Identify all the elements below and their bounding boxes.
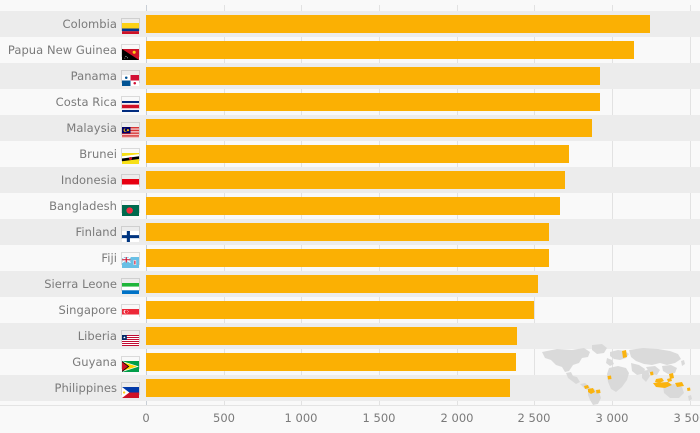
chart-row[interactable]: Singapore [0,297,700,323]
singapore-flag-icon [121,303,140,320]
svg-text:★: ★ [123,335,126,339]
bar[interactable] [146,197,560,215]
chart-row[interactable]: Liberia ★ [0,323,700,349]
fiji-flag-icon [121,251,140,268]
bar[interactable] [146,353,516,371]
category-label-group: Malaysia [0,115,142,141]
category-label: Malaysia [66,121,117,135]
chart-row[interactable]: Bangladesh [0,193,700,219]
bar[interactable] [146,15,650,33]
bar[interactable] [146,145,569,163]
bar[interactable] [146,379,510,397]
malaysia-flag-icon [121,121,140,138]
x-tick-label: 3 500 [673,411,700,425]
chart-row[interactable]: Papua New Guinea [0,37,700,63]
bar[interactable] [146,301,534,319]
x-tick-label: 2 000 [440,411,474,425]
guyana-flag-icon [121,355,140,372]
category-label-group: Philippines [0,375,142,401]
category-label: Finland [75,225,117,239]
category-label: Brunei [79,147,117,161]
x-tick-label: 2 500 [517,411,551,425]
bar[interactable] [146,119,592,137]
chart-row[interactable]: Sierra Leone [0,271,700,297]
chart-row[interactable]: Malaysia [0,115,700,141]
bar[interactable] [146,93,600,111]
category-label: Colombia [62,17,117,31]
bar[interactable] [146,67,600,85]
category-label-group: Bangladesh [0,193,142,219]
bar[interactable] [146,41,634,59]
bar[interactable] [146,275,538,293]
category-label: Papua New Guinea [7,43,117,57]
x-tick-label: 1 500 [362,411,396,425]
category-label-group: Finland [0,219,142,245]
category-label-group: Papua New Guinea [0,37,142,63]
category-label-group: Singapore [0,297,142,323]
x-tick-label: 3 000 [595,411,629,425]
finland-flag-icon [121,225,140,242]
category-label-group: Liberia ★ [0,323,142,349]
costa-rica-flag-icon [121,95,140,112]
sierra-leone-flag-icon [121,277,140,294]
chart-row[interactable]: Fiji [0,245,700,271]
category-label: Liberia [77,329,117,343]
bar[interactable] [146,171,565,189]
x-axis-line [0,405,700,406]
category-label-group: Panama [0,63,142,89]
panama-flag-icon [121,69,140,86]
category-label: Guyana [72,355,117,369]
category-label: Philippines [54,381,117,395]
category-label-group: Fiji [0,245,142,271]
category-label: Sierra Leone [44,277,117,291]
papua-new-guinea-flag-icon [121,43,140,60]
bar[interactable] [146,249,549,267]
chart-row[interactable]: Philippines [0,375,700,401]
liberia-flag-icon: ★ [121,329,140,346]
chart-rows: Colombia Papua New Guinea Panama Costa Rica… [0,11,700,401]
category-label-group: Brunei [0,141,142,167]
x-tick-label: 1 000 [284,411,318,425]
chart-row[interactable]: Colombia [0,11,700,37]
chart-row[interactable]: Finland [0,219,700,245]
chart-row[interactable]: Costa Rica [0,89,700,115]
indonesia-flag-icon [121,173,140,190]
category-label: Bangladesh [49,199,117,213]
bar[interactable] [146,327,517,345]
category-label-group: Costa Rica [0,89,142,115]
category-label-group: Colombia [0,11,142,37]
chart-row[interactable]: Brunei [0,141,700,167]
x-tick-label: 500 [213,411,235,425]
category-label-group: Guyana [0,349,142,375]
colombia-flag-icon [121,17,140,34]
category-label-group: Indonesia [0,167,142,193]
x-axis-tick-labels: 0 500 1 000 1 500 2 000 2 500 3 000 3 500 [0,407,700,433]
bar[interactable] [146,223,549,241]
brunei-flag-icon [121,147,140,164]
category-label: Panama [70,69,117,83]
chart-row[interactable]: Panama [0,63,700,89]
category-label: Costa Rica [55,95,117,109]
category-label: Singapore [58,303,117,317]
category-label-group: Sierra Leone [0,271,142,297]
chart-row[interactable]: Indonesia [0,167,700,193]
x-tick-label: 0 [142,411,150,425]
category-label: Indonesia [60,173,117,187]
chart-row[interactable]: Guyana [0,349,700,375]
category-label: Fiji [101,251,117,265]
philippines-flag-icon [121,381,140,398]
bangladesh-flag-icon [121,199,140,216]
